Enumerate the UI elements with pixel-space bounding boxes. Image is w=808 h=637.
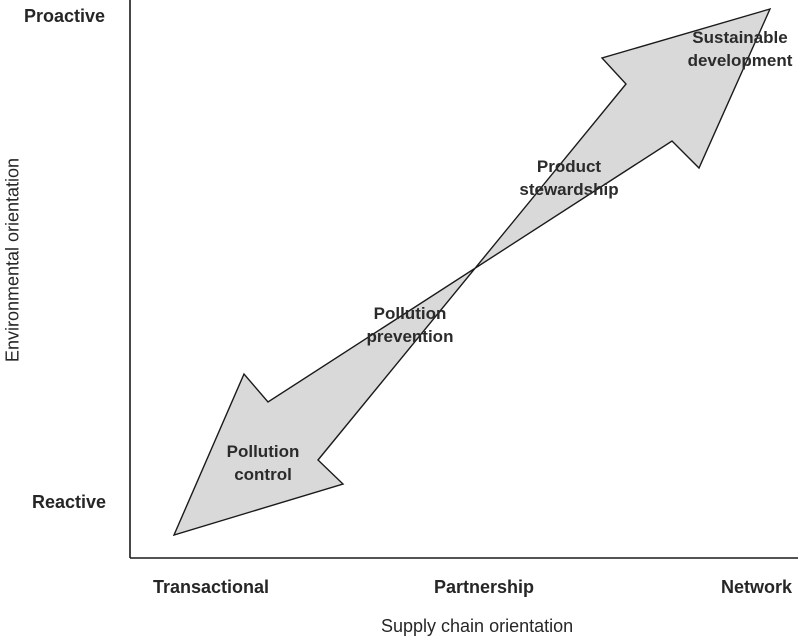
stage-sustainable-development: Sustainable development: [674, 26, 806, 72]
y-top-label: Proactive: [24, 6, 106, 26]
stage-pollution-prevention-line2: prevention: [366, 327, 454, 346]
stage-product-stewardship-line2: stewardship: [519, 180, 619, 199]
stage-pollution-control-line1: Pollution: [226, 442, 300, 461]
stage-pollution-prevention: Pollution prevention: [350, 302, 470, 348]
y-axis-title: Environmental orientation: [2, 157, 23, 363]
stage-pollution-control-line2: control: [234, 465, 292, 484]
stage-pollution-control: Pollution control: [208, 440, 318, 486]
stage-pollution-prevention-line1: Pollution: [373, 304, 447, 323]
stage-sustainable-development-line2: development: [687, 51, 793, 70]
stage-product-stewardship-line1: Product: [536, 157, 602, 176]
stage-product-stewardship: Product stewardship: [499, 155, 639, 201]
x-label-transactional: Transactional: [153, 577, 270, 597]
x-label-partnership: Partnership: [434, 577, 535, 597]
progression-arrow: [172, 7, 772, 537]
x-label-network: Network: [721, 577, 793, 597]
y-bottom-label: Reactive: [32, 492, 107, 512]
stage-sustainable-development-line1: Sustainable: [692, 28, 788, 47]
x-axis-title: Supply chain orientation: [381, 616, 574, 636]
